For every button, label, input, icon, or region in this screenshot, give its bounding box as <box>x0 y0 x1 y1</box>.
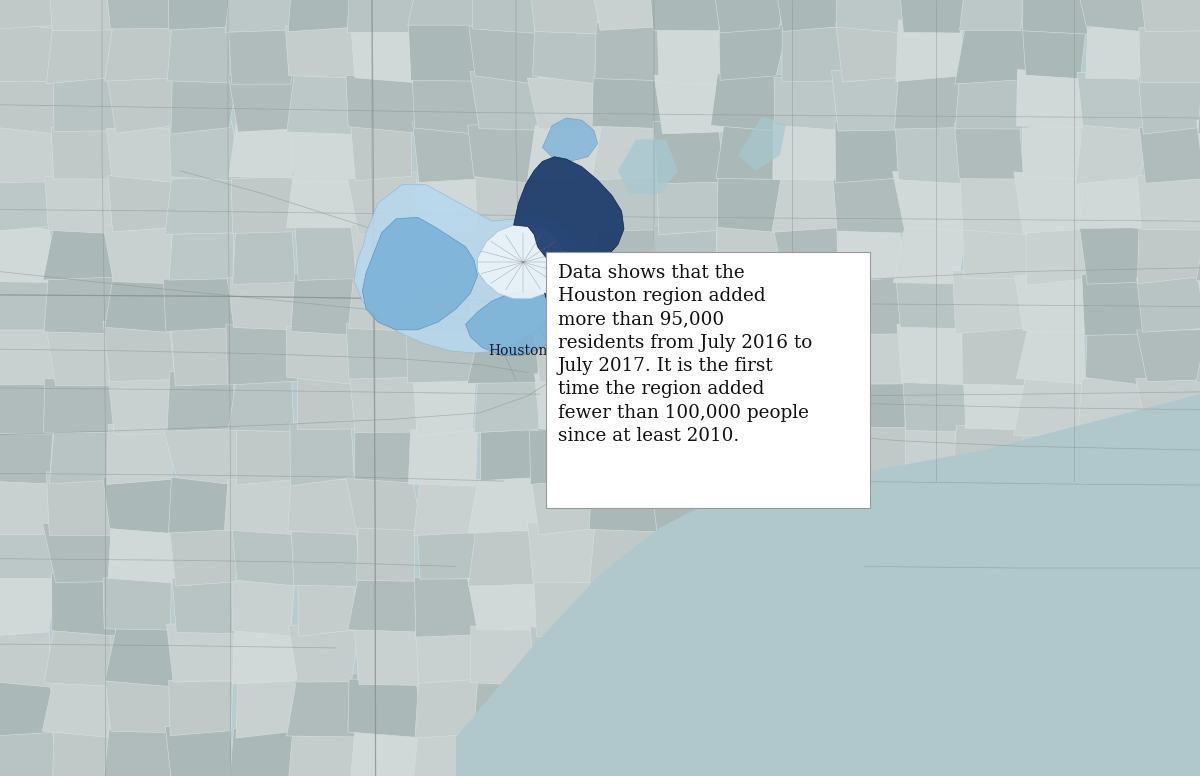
Polygon shape <box>514 157 624 268</box>
Polygon shape <box>738 116 786 171</box>
Polygon shape <box>542 118 598 161</box>
FancyBboxPatch shape <box>546 252 870 508</box>
Polygon shape <box>618 140 678 194</box>
Polygon shape <box>362 217 478 330</box>
Polygon shape <box>478 223 564 299</box>
Text: Houston: Houston <box>488 344 548 358</box>
Polygon shape <box>466 291 564 355</box>
Polygon shape <box>354 185 588 353</box>
Text: Data shows that the
Houston region added
more than 95,000
residents from July 20: Data shows that the Houston region added… <box>558 264 812 445</box>
Polygon shape <box>554 255 642 335</box>
Polygon shape <box>456 388 1200 776</box>
Polygon shape <box>570 322 634 359</box>
